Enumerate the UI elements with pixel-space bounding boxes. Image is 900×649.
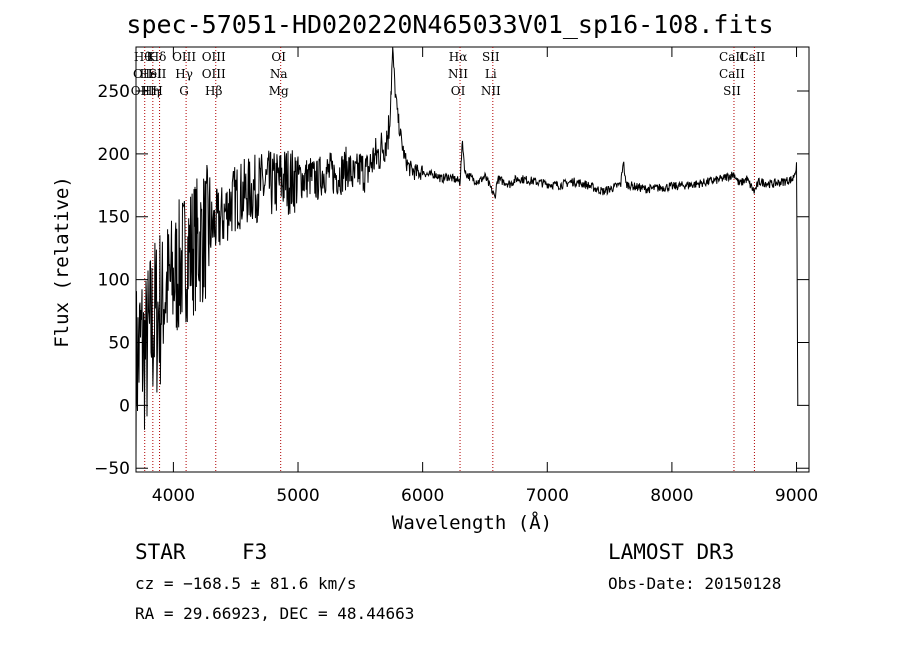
spectral-line-label: Hα (449, 50, 468, 64)
y-tick-label: −50 (94, 459, 130, 479)
y-tick-label: 250 (98, 82, 130, 102)
spectral-class: F3 (242, 540, 268, 564)
x-tick-label: 9000 (775, 486, 818, 506)
y-tick-label: 100 (98, 271, 130, 291)
spectral-line-label: SII (723, 84, 741, 98)
spectral-line-label: CaII (719, 50, 745, 64)
chart-title: spec-57051-HD020220N465033V01_sp16-108.f… (126, 10, 774, 39)
spectral-line-label: OIII (131, 84, 155, 98)
spectral-line-label: Hθ (134, 50, 152, 64)
spectral-line-label: HeI (140, 67, 163, 81)
y-tick-label: 50 (108, 333, 130, 353)
spectral-line-label: G (179, 84, 189, 98)
spectral-line-label: SII (149, 67, 167, 81)
spectral-line-label: Hδ (149, 50, 167, 64)
x-tick-label: 8000 (650, 486, 693, 506)
spectral-line-label: NII (448, 67, 468, 81)
spectral-line-label: OI (271, 50, 286, 64)
y-axis-label: Flux (relative) (51, 176, 73, 348)
y-tick-label: 200 (98, 145, 130, 165)
spectral-line-label: Na (270, 67, 288, 81)
spectral-line-label: OI (451, 84, 466, 98)
survey-name: LAMOST DR3 (608, 540, 735, 564)
spectral-line-label: Hη (142, 84, 160, 98)
observation-date: Obs-Date: 20150128 (608, 574, 782, 593)
spectral-line-label: OIII (202, 67, 226, 81)
y-tick-label: 150 (98, 208, 130, 228)
spectrum-line (135, 46, 799, 456)
x-tick-label: 7000 (526, 486, 569, 506)
spectral-line-markers (144, 47, 755, 472)
x-tick-label: 4000 (152, 486, 195, 506)
spectral-line-label: Hγ (175, 67, 193, 81)
spectral-line-label: NII (481, 84, 501, 98)
axis-ticks: 4000 5000 6000 7000 8000 9000 −50 0 50 100 150 200 2… (94, 47, 818, 506)
redshift-velocity: cz = −168.5 ± 81.6 km/s (135, 574, 357, 593)
spectral-line-label: OIII (202, 50, 226, 64)
spectral-line-label: OII (133, 67, 153, 81)
spectral-line-label: SII (482, 50, 500, 64)
x-tick-label: 6000 (401, 486, 444, 506)
object-type: STAR (135, 540, 186, 564)
x-tick-label: 5000 (276, 486, 319, 506)
plot-frame (135, 46, 810, 473)
line-labels: HθOIIOIIIKHeIHηHδSIIHOIIIHγGOIIIOIIIHβOI… (131, 50, 766, 98)
spectral-line-label: OIII (172, 50, 196, 64)
spectral-line-label: Li (485, 67, 497, 81)
spectral-line-label: Mg (269, 84, 289, 98)
spectral-line-label: Hβ (205, 84, 222, 98)
spectral-line-label: H (152, 84, 162, 98)
spectral-line-label: CaII (719, 67, 745, 81)
spectral-line-label: CaII (739, 50, 765, 64)
x-axis-label: Wavelength (Å) (391, 512, 553, 534)
spectral-line-label: K (146, 50, 156, 64)
y-tick-label: 0 (119, 396, 130, 416)
ra-dec-coordinates: RA = 29.66923, DEC = 48.44663 (135, 604, 415, 623)
